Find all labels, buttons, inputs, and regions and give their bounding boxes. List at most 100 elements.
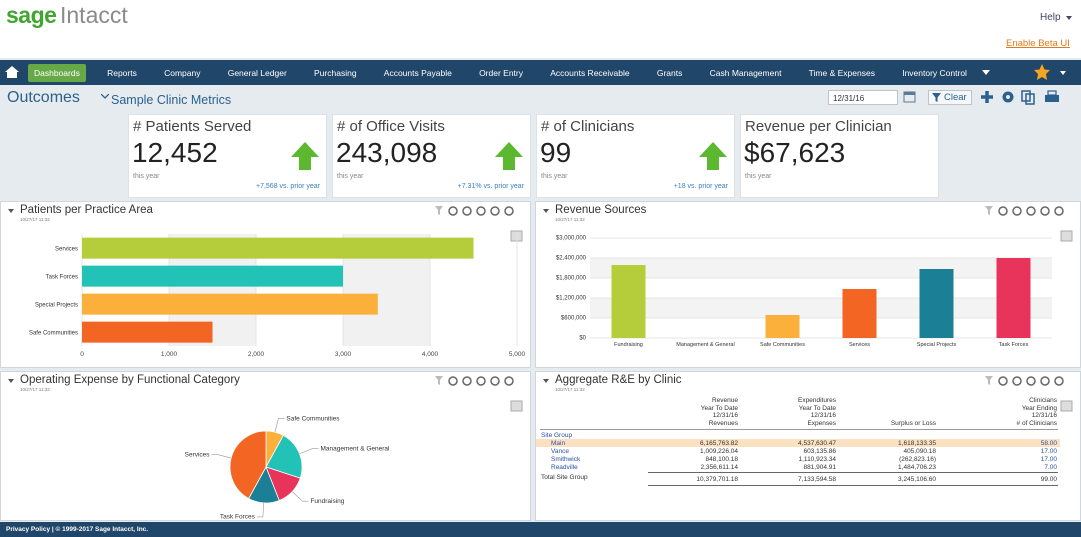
column-header: Year To Date xyxy=(798,404,836,412)
dashboard-caret[interactable] xyxy=(101,94,109,99)
nav-item[interactable]: Dashboards xyxy=(28,64,86,82)
table-cell: 7.00 xyxy=(1044,464,1057,471)
panel-action-icon xyxy=(1040,206,1050,216)
kpi-label: # of Office Visits xyxy=(337,118,445,135)
row-label: Smithwick xyxy=(551,456,581,463)
collapse-caret xyxy=(543,209,549,213)
toolbar-icons[interactable] xyxy=(978,88,1062,106)
nav-item[interactable]: Reports xyxy=(107,68,137,78)
pie-slice xyxy=(229,430,267,500)
column-header: Revenue xyxy=(711,397,738,404)
table-cell: 881,904.91 xyxy=(803,464,836,471)
table-cell: 1,484,706.23 xyxy=(898,464,936,471)
pie-label: Management & General xyxy=(320,445,390,452)
calendar-icon[interactable] xyxy=(903,90,916,103)
nav-item[interactable]: Accounts Receivable xyxy=(550,68,630,78)
kpi-value: $67,623 xyxy=(744,137,846,168)
panel-title: Aggregate R&E by Clinic xyxy=(555,374,682,386)
kpi-label: # of Clinicians xyxy=(541,118,635,135)
group-label: Site Group xyxy=(541,432,573,439)
panel-action-icon xyxy=(998,376,1008,386)
panel-action-icon xyxy=(462,206,472,216)
nav-item[interactable]: Time & Expenses xyxy=(808,68,875,78)
home-icon[interactable] xyxy=(5,66,19,78)
panel-action-icon xyxy=(998,206,1008,216)
collapse-caret xyxy=(8,209,14,213)
nav-item[interactable]: Purchasing xyxy=(314,68,357,78)
panel-title: Operating Expense by Functional Category xyxy=(20,374,240,386)
kpi-value: 99 xyxy=(540,137,572,168)
pie-label: Task Forces xyxy=(220,514,256,521)
column-header: # of Clinicians xyxy=(1016,419,1057,427)
leader-line xyxy=(211,454,232,459)
table-cell: 1,110,923.34 xyxy=(798,456,836,463)
download-icon xyxy=(510,400,523,412)
header xyxy=(0,0,1081,58)
pie-label: Safe Communities xyxy=(286,415,340,422)
panel-action-icon xyxy=(1054,376,1064,386)
dashboard-name[interactable]: Sample Clinic Metrics xyxy=(111,93,232,107)
footer-bar xyxy=(0,522,1081,537)
panel-title: Revenue Sources xyxy=(555,204,647,216)
panel-action-icon xyxy=(504,376,514,386)
filter-icon xyxy=(932,93,941,102)
column-header: Year To Date xyxy=(700,404,738,412)
nav-list: Dashboards Reports Company General Ledger Pu… xyxy=(28,64,973,82)
filter-icon xyxy=(435,376,443,385)
column-header: Year Ending xyxy=(1021,404,1057,412)
kpi-value: 243,098 xyxy=(336,137,438,168)
y-tick-label: Task Forces xyxy=(46,274,78,280)
total-cell: 99.00 xyxy=(1040,476,1057,483)
panel-action-icon xyxy=(1026,206,1036,216)
table-cell: 1,009,226.04 xyxy=(700,448,738,455)
nav-item[interactable]: Cash Management xyxy=(709,68,782,78)
row-label: Readville xyxy=(551,464,578,471)
nav-item[interactable]: Accounts Payable xyxy=(383,68,452,78)
row-label: Vance xyxy=(551,448,569,455)
filter-icon xyxy=(985,206,993,215)
collapse-caret xyxy=(543,379,549,383)
y-tick-label: Safe Communities xyxy=(29,330,78,336)
nav-item[interactable]: General Ledger xyxy=(227,68,287,78)
filter-icon xyxy=(435,206,443,215)
nav-item[interactable]: Inventory Control xyxy=(902,68,967,78)
panel-title: Patients per Practice Area xyxy=(20,204,153,216)
kpi-change: +18 vs. prior year xyxy=(673,183,728,190)
kpi-period: this year xyxy=(745,173,772,180)
table-cell: 848,100.18 xyxy=(705,456,738,463)
kpi-change: +7,568 vs. prior year xyxy=(255,183,320,190)
favorites-icon[interactable] xyxy=(1034,64,1074,81)
column-header: Surplus or Loss xyxy=(890,419,936,427)
nav-item[interactable]: Company xyxy=(164,68,201,78)
column-header: Clinicians xyxy=(1029,397,1057,404)
x-tick-label: Safe Communities xyxy=(760,342,805,348)
nav-item[interactable]: Grants xyxy=(656,68,683,78)
panel-timestamp: 10/27/17 11:32 xyxy=(555,387,585,392)
panel-action-icon xyxy=(476,206,486,216)
y-tick-label: $1,200,000 xyxy=(556,296,587,302)
column-header: 12/31/16 xyxy=(1031,412,1057,419)
logo: sage xyxy=(6,2,57,28)
bar xyxy=(919,269,954,338)
date-input[interactable]: 12/31/16 xyxy=(828,90,898,105)
table-cell: 603,135.86 xyxy=(803,448,836,455)
help-caret xyxy=(1066,16,1072,20)
x-tick-label: Special Projects xyxy=(917,342,957,348)
download-icon xyxy=(1060,230,1073,242)
panel-action-icon xyxy=(448,376,458,386)
x-tick-label: 4,000 xyxy=(422,351,439,358)
table-cell: 6,165,763.82 xyxy=(700,440,738,447)
kpi-change: +7.31% vs. prior year xyxy=(457,183,524,190)
nav-bar: Dashboards Reports Company General Ledger Pu… xyxy=(0,60,1081,85)
help-menu[interactable]: Help xyxy=(1040,12,1061,23)
kpi-period: this year xyxy=(133,173,160,180)
panel-action-icon xyxy=(1012,376,1022,386)
y-tick-label: $0 xyxy=(579,336,586,342)
y-tick-label: Services xyxy=(55,246,78,252)
nav-item[interactable]: Order Entry xyxy=(479,68,523,78)
nav-caret[interactable] xyxy=(982,70,990,75)
beta-link[interactable]: Enable Beta UI xyxy=(1006,38,1070,49)
kpi-period: this year xyxy=(541,173,568,180)
